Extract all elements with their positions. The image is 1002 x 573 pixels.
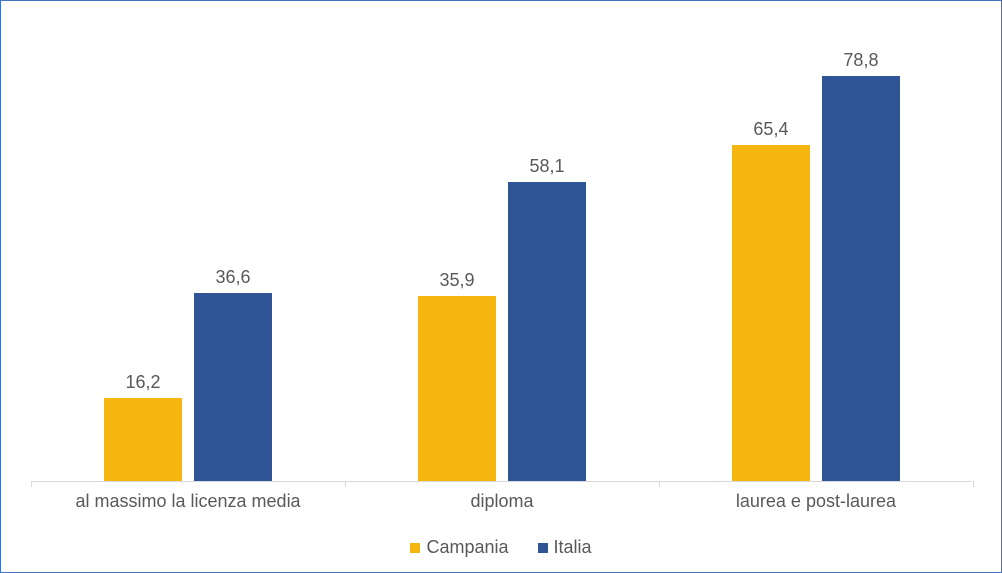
axis-tick — [973, 481, 974, 487]
legend-label-italia: Italia — [554, 537, 592, 558]
bar-value-label: 65,4 — [732, 119, 810, 140]
category-label: al massimo la licenza media — [75, 491, 300, 512]
category-label: laurea e post-laurea — [736, 491, 896, 512]
legend-item-campania: Campania — [410, 537, 508, 558]
bar-italia: 36,6 — [194, 293, 272, 481]
legend-label-campania: Campania — [426, 537, 508, 558]
chart-frame: 16,236,6al massimo la licenza media35,95… — [0, 0, 1002, 573]
bar-value-label: 35,9 — [418, 270, 496, 291]
bar-value-label: 36,6 — [194, 267, 272, 288]
axis-tick — [31, 481, 32, 487]
category-label: diploma — [470, 491, 533, 512]
bar-campania: 65,4 — [732, 145, 810, 481]
axis-tick — [659, 481, 660, 487]
bar-value-label: 58,1 — [508, 156, 586, 177]
bar-value-label: 16,2 — [104, 372, 182, 393]
legend-swatch-italia — [538, 543, 548, 553]
bar-campania: 35,9 — [418, 296, 496, 481]
legend-item-italia: Italia — [538, 537, 592, 558]
legend: Campania Italia — [1, 537, 1001, 559]
bar-italia: 58,1 — [508, 182, 586, 481]
axis-tick — [345, 481, 346, 487]
bar-italia: 78,8 — [822, 76, 900, 481]
bar-campania: 16,2 — [104, 398, 182, 481]
plot-area: 16,236,6al massimo la licenza media35,95… — [31, 21, 971, 482]
legend-swatch-campania — [410, 543, 420, 553]
bar-value-label: 78,8 — [822, 50, 900, 71]
